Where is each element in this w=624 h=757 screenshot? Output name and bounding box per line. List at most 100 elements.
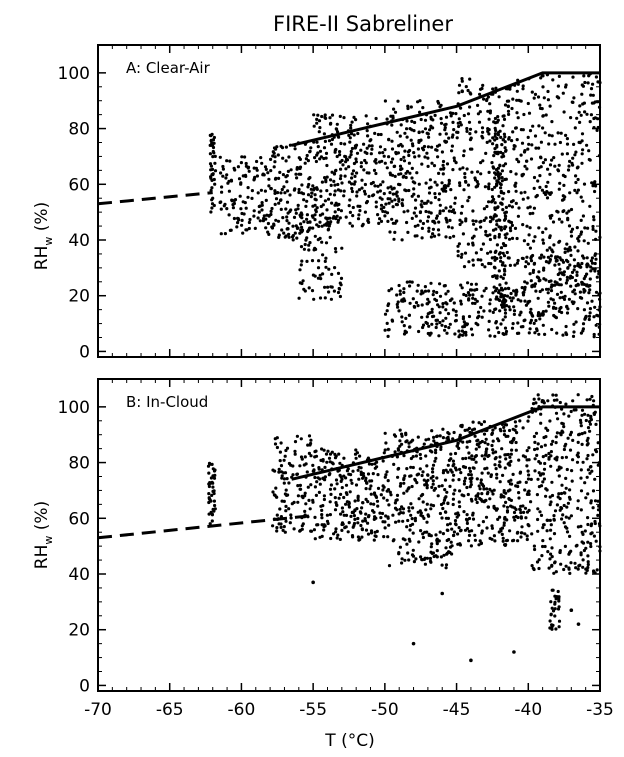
data-point	[588, 277, 592, 281]
data-point	[467, 260, 471, 264]
data-point	[207, 484, 211, 489]
data-point	[562, 297, 567, 301]
data-point	[571, 334, 576, 338]
data-point	[499, 201, 503, 205]
data-point	[211, 485, 215, 489]
data-point	[562, 447, 567, 452]
data-point	[564, 564, 568, 568]
data-point	[519, 531, 524, 535]
data-point	[502, 267, 507, 272]
data-point	[421, 500, 425, 504]
data-point	[521, 426, 525, 430]
data-point	[500, 179, 504, 183]
data-point	[465, 445, 469, 449]
data-point	[394, 219, 398, 223]
data-point	[550, 158, 554, 162]
data-point	[519, 510, 523, 515]
data-point	[348, 221, 352, 225]
data-point	[593, 189, 597, 194]
data-point	[546, 550, 550, 554]
data-point	[558, 277, 562, 281]
data-point	[505, 505, 510, 509]
data-point	[221, 167, 225, 171]
data-point	[519, 516, 524, 520]
data-point	[541, 312, 545, 316]
data-point	[212, 476, 217, 480]
data-point	[569, 253, 573, 257]
data-point	[521, 291, 525, 295]
data-point	[345, 469, 349, 473]
data-point	[573, 561, 577, 565]
data-point	[467, 120, 472, 124]
data-point	[415, 234, 419, 238]
data-point	[504, 281, 508, 285]
data-point	[423, 155, 427, 159]
data-point	[332, 532, 336, 536]
data-point	[449, 114, 453, 118]
data-point	[382, 192, 386, 196]
data-point	[400, 202, 404, 206]
data-point	[277, 233, 281, 237]
data-point	[334, 250, 338, 254]
data-point	[390, 319, 395, 323]
data-point	[298, 231, 302, 235]
data-point	[585, 283, 589, 287]
data-point	[402, 476, 406, 480]
data-point	[304, 238, 308, 242]
data-point	[326, 227, 331, 231]
data-point	[309, 187, 313, 191]
data-point	[491, 87, 495, 91]
data-point	[499, 225, 503, 229]
data-point	[400, 557, 404, 561]
data-point	[437, 171, 441, 175]
data-point	[560, 152, 564, 156]
data-point	[456, 244, 460, 248]
data-point	[350, 189, 354, 194]
data-point	[494, 168, 499, 172]
data-point	[394, 150, 398, 155]
data-point	[342, 495, 346, 500]
data-point	[493, 457, 497, 461]
data-point	[300, 281, 304, 286]
data-point	[462, 188, 466, 192]
data-point	[423, 556, 427, 560]
data-point	[522, 510, 526, 514]
data-point	[334, 501, 338, 505]
data-point	[500, 288, 504, 292]
data-point	[546, 291, 550, 295]
data-point	[421, 323, 426, 327]
data-point	[554, 259, 558, 263]
data-point	[271, 154, 275, 158]
data-point	[398, 134, 402, 138]
data-point	[419, 203, 423, 207]
data-point	[592, 332, 596, 337]
data-point	[274, 176, 278, 180]
panel-a-points	[208, 72, 602, 339]
data-point	[543, 332, 547, 336]
data-point	[493, 307, 497, 312]
panel-b-curves	[97, 405, 600, 540]
data-point	[528, 321, 533, 325]
data-point	[350, 534, 355, 538]
data-point	[300, 183, 304, 187]
data-point	[316, 476, 320, 480]
data-point	[533, 447, 537, 452]
data-point	[434, 554, 438, 558]
data-point	[337, 202, 341, 206]
data-point	[577, 110, 581, 114]
data-point	[315, 206, 319, 210]
data-point	[371, 509, 375, 513]
data-point	[291, 238, 295, 242]
data-point	[532, 397, 536, 401]
data-point	[444, 115, 449, 119]
data-point	[309, 529, 314, 533]
data-point	[528, 212, 532, 216]
data-point	[468, 91, 472, 95]
data-point	[520, 173, 524, 177]
data-point	[504, 457, 508, 461]
data-point	[592, 569, 596, 573]
data-point	[212, 499, 216, 503]
data-point	[552, 305, 556, 309]
data-point	[468, 439, 472, 443]
data-point	[553, 594, 557, 598]
